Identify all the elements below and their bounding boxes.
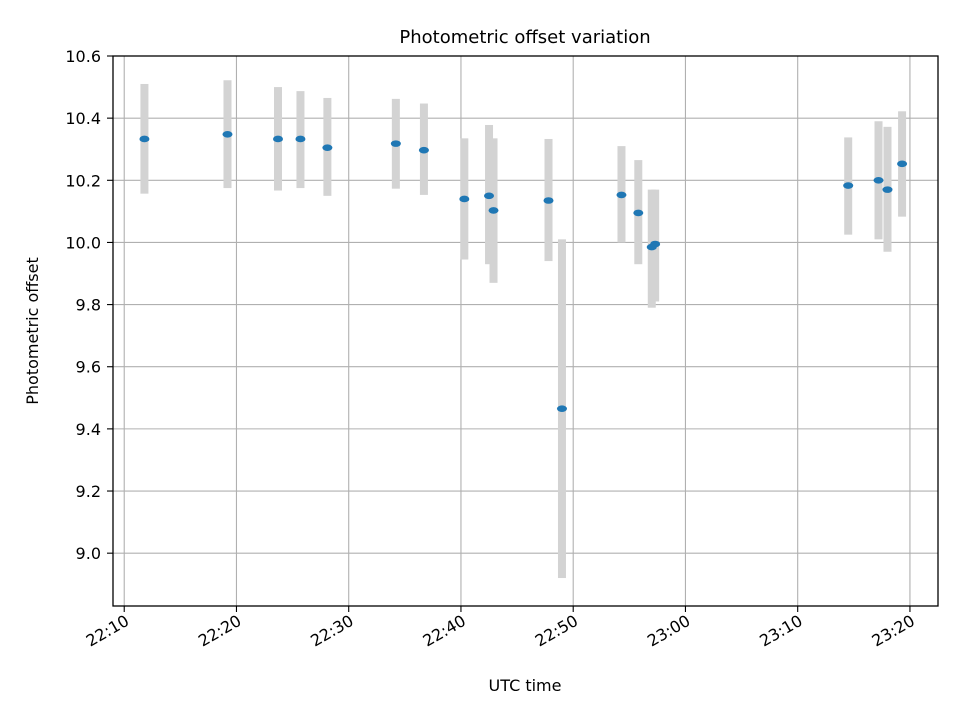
data-point [616, 191, 627, 199]
y-tick-label: 10.0 [65, 233, 101, 252]
chart-title: Photometric offset variation [399, 27, 650, 48]
data-point [843, 182, 854, 189]
data-point [418, 146, 429, 154]
data-points [139, 131, 908, 412]
data-point [873, 176, 884, 184]
y-axis-label: Photometric offset [23, 257, 42, 405]
data-point [484, 192, 495, 200]
data-point [273, 135, 283, 143]
data-point [459, 195, 470, 203]
data-point [295, 135, 306, 143]
y-tick-label: 9.2 [76, 482, 101, 501]
x-axis-label: UTC time [489, 676, 562, 695]
data-point [556, 405, 567, 412]
data-point [633, 209, 644, 217]
y-tick-label: 9.8 [76, 296, 101, 315]
y-tick-label: 9.0 [76, 544, 101, 563]
data-point [139, 135, 150, 143]
data-point [882, 186, 893, 193]
data-point [390, 140, 401, 147]
y-tick-label: 9.6 [76, 358, 101, 377]
data-point [322, 144, 333, 151]
y-tick-label: 10.6 [65, 47, 101, 66]
data-point [897, 160, 908, 168]
data-point [543, 197, 554, 204]
y-tick-label: 10.4 [65, 109, 101, 128]
data-point [488, 207, 499, 214]
data-point [650, 240, 661, 248]
data-point [222, 131, 233, 138]
y-tick-label: 10.2 [65, 171, 101, 190]
plot-frame [112, 55, 939, 607]
y-tick-label: 9.4 [76, 420, 101, 439]
